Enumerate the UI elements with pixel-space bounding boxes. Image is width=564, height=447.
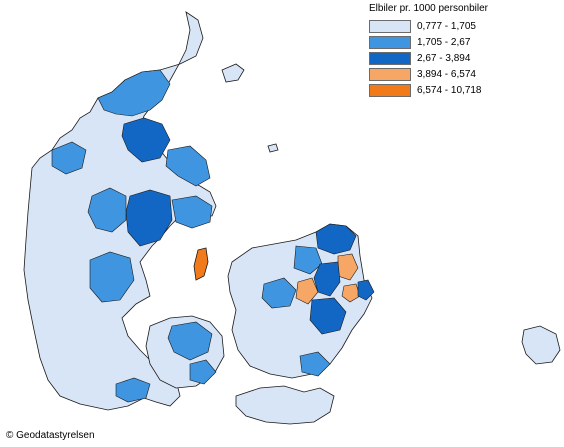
legend-item: 2,67 - 3,894	[369, 50, 559, 66]
legend-swatch	[369, 19, 411, 33]
lolland-falster-region	[235, 385, 335, 425]
municipality-mid-jutland-b	[125, 189, 173, 247]
municipality-copenhagen-dark-a	[313, 261, 341, 297]
legend-label: 0,777 - 1,705	[417, 20, 476, 32]
legend-label: 2,67 - 3,894	[417, 52, 471, 64]
legend-label: 6,574 - 10,718	[417, 84, 482, 96]
municipality-north-jutland-b	[121, 117, 171, 163]
municipality-copenhagen-orange-b	[295, 277, 319, 305]
municipality-funen-a	[167, 321, 213, 361]
municipality-west-jutland	[51, 141, 87, 175]
legend-swatch	[369, 67, 411, 81]
municipality-zealand-medium-b	[299, 351, 331, 377]
municipality-zealand-medium-a	[261, 277, 297, 309]
municipality-copenhagen-orange-c	[341, 283, 361, 303]
municipality-funen-b	[189, 359, 217, 385]
copyright-credit: © Geodatastyrelsen	[6, 430, 95, 441]
legend-swatch	[369, 51, 411, 65]
municipality-copenhagen-dark-b	[309, 297, 347, 335]
municipality-south-jutland-a	[89, 251, 135, 303]
legend-item: 6,574 - 10,718	[369, 82, 559, 98]
municipality-south-jutland-b	[115, 377, 151, 403]
samsoe-island	[193, 247, 209, 281]
map-legend: Elbiler pr. 1000 personbiler 0,777 - 1,7…	[369, 3, 559, 98]
municipality-copenhagen-core	[357, 279, 375, 301]
legend-item: 1,705 - 2,67	[369, 34, 559, 50]
laeso-island	[221, 63, 245, 83]
municipality-mid-jutland-a	[165, 145, 211, 187]
legend-label: 3,894 - 6,574	[417, 68, 476, 80]
municipality-east-jutland	[171, 195, 213, 229]
legend-title: Elbiler pr. 1000 personbiler	[369, 3, 488, 14]
legend-label: 1,705 - 2,67	[417, 36, 471, 48]
municipality-north-zealand-a	[315, 223, 357, 255]
legend-item: 3,894 - 6,574	[369, 66, 559, 82]
municipality-north-jutland-a	[97, 69, 171, 117]
municipality-mid-jutland-c	[87, 187, 127, 233]
legend-item: 0,777 - 1,705	[369, 18, 559, 34]
legend-swatch	[369, 83, 411, 97]
anholt-island	[267, 143, 279, 153]
municipality-north-zealand-b	[293, 245, 323, 275]
bornholm-region	[521, 325, 561, 365]
legend-swatch	[369, 35, 411, 49]
